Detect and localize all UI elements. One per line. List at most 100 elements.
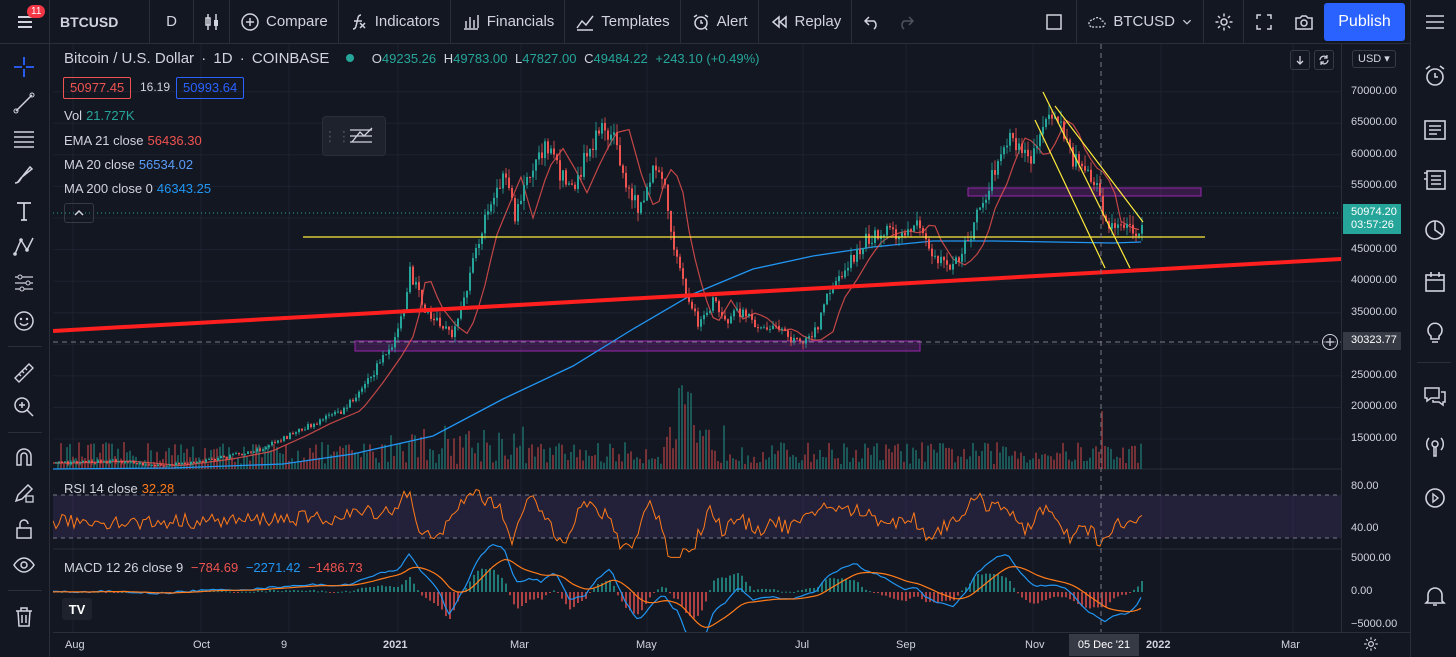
sell-price-box[interactable]: 50977.45: [63, 77, 132, 99]
replay-panel-button[interactable]: [1421, 484, 1449, 512]
magnet-tool[interactable]: [11, 444, 37, 470]
candle-body: [451, 329, 453, 337]
interval-button[interactable]: D: [150, 0, 194, 44]
candle-body: [439, 317, 441, 327]
chart-style-button[interactable]: [194, 0, 230, 44]
trendline-tool[interactable]: [11, 90, 37, 116]
brush-icon: [14, 165, 34, 184]
volume-bar: [855, 449, 857, 469]
candle-body: [397, 328, 399, 338]
volume-bar: [1053, 459, 1055, 469]
volume-bar: [711, 449, 713, 469]
channel-line-lower: [1042, 91, 1131, 269]
candle-body: [952, 263, 954, 270]
candle-body: [433, 318, 435, 321]
volume-bar: [1017, 458, 1019, 469]
remove-drawings-tool[interactable]: [11, 604, 37, 630]
candle-body: [235, 453, 237, 455]
volume-bar: [498, 432, 500, 469]
price-chart[interactable]: [53, 44, 1341, 632]
snapshot-button[interactable]: [1284, 0, 1324, 44]
streams-button[interactable]: [1421, 432, 1449, 460]
fullscreen-chart-toggle[interactable]: [1031, 0, 1078, 44]
candle-body: [256, 448, 258, 452]
notifications-button[interactable]: [1421, 582, 1449, 610]
symbol-search-button[interactable]: BTCUSD: [50, 0, 150, 44]
fib-tool[interactable]: [11, 126, 37, 152]
measure-tool[interactable]: [11, 360, 37, 386]
candle-body: [496, 187, 498, 198]
currency-select[interactable]: USD ▾: [1352, 50, 1396, 68]
indicators-button[interactable]: Indicators: [339, 0, 451, 44]
macd-histogram-bar: [1089, 592, 1091, 609]
undo-icon[interactable]: [862, 12, 882, 32]
drawing-style-icon[interactable]: [347, 122, 375, 150]
layout-button[interactable]: BTCUSD: [1077, 0, 1204, 44]
price-scale[interactable]: USD ▾ 70000.00 65000.00 60000.00 55000.00 50…: [1290, 44, 1410, 632]
reset-scale-button[interactable]: [1314, 50, 1334, 70]
alerts-panel-button[interactable]: [1421, 62, 1449, 90]
alert-button[interactable]: Alert: [681, 0, 759, 44]
macd-histogram-bar: [933, 592, 935, 603]
volume-bar: [990, 451, 992, 469]
watchlist-button[interactable]: [1421, 8, 1449, 36]
hotlists-button[interactable]: [1421, 166, 1449, 194]
pattern-tool[interactable]: [11, 234, 37, 260]
templates-button[interactable]: Templates: [565, 0, 681, 44]
candle-body: [733, 310, 735, 317]
volume-bar: [603, 462, 605, 469]
collapse-legend-button[interactable]: [64, 203, 94, 223]
buy-price-box[interactable]: 50993.64: [176, 77, 245, 99]
main-menu-button[interactable]: 11: [0, 0, 50, 44]
icons-tool[interactable]: [11, 308, 37, 334]
ohlc-low: 47827.00: [522, 51, 577, 66]
candle-body: [445, 326, 447, 329]
macd-histogram-bar: [553, 590, 555, 592]
time-tick-label: 2021: [383, 639, 408, 651]
macd-histogram-bar: [309, 590, 311, 592]
floating-drawing-toolbar[interactable]: ⋮⋮: [322, 116, 386, 156]
macd-histogram-bar: [853, 580, 855, 592]
volume-bar: [63, 463, 65, 469]
candle-body: [676, 249, 678, 257]
time-settings-button[interactable]: [1363, 636, 1381, 654]
candle-body: [436, 317, 438, 321]
calendar-button[interactable]: [1421, 216, 1449, 244]
crosshair-tool[interactable]: [11, 54, 37, 80]
chats-button[interactable]: [1421, 382, 1449, 410]
candle-body: [244, 453, 246, 455]
candle-body: [307, 424, 309, 430]
replay-button[interactable]: Replay: [759, 0, 853, 44]
text-tool[interactable]: [11, 198, 37, 224]
lock-drawings-tool[interactable]: [11, 516, 37, 542]
fullscreen-button[interactable]: [1244, 0, 1284, 44]
volume-bar: [345, 445, 347, 469]
zoom-tool[interactable]: [11, 394, 37, 420]
financials-button[interactable]: Financials: [451, 0, 566, 44]
scroll-down-button[interactable]: [1290, 50, 1310, 70]
candle-body: [514, 198, 516, 222]
macd-histogram-bar: [929, 592, 931, 602]
data-window-button[interactable]: [1421, 116, 1449, 144]
publish-button[interactable]: Publish: [1324, 3, 1405, 41]
add-alert-plus[interactable]: [1322, 334, 1338, 350]
ideas-stream-button[interactable]: [1421, 318, 1449, 346]
macd-histogram-bar: [785, 591, 787, 593]
volume-bar: [651, 458, 653, 469]
forecast-tool[interactable]: [11, 270, 37, 296]
ideas-button[interactable]: [1421, 268, 1449, 296]
stay-in-drawing-tool[interactable]: [11, 480, 37, 506]
drag-handle-icon[interactable]: ⋮⋮: [323, 127, 351, 144]
candle-body: [1042, 126, 1044, 135]
hide-drawings-tool[interactable]: [11, 552, 37, 578]
brush-tool[interactable]: [11, 162, 37, 188]
time-scale[interactable]: Aug Oct 9 2021 Mar May Jul Sep Nov 2022 Mar 05 Dec…: [53, 632, 1410, 657]
volume-bar: [933, 449, 935, 469]
candle-body: [1099, 183, 1101, 196]
redo-icon[interactable]: [896, 12, 916, 32]
candle-body: [442, 326, 444, 329]
candle-body: [739, 308, 741, 317]
settings-button[interactable]: [1204, 0, 1244, 44]
compare-button[interactable]: Compare: [230, 0, 339, 44]
macd-histogram-bar: [1053, 592, 1055, 598]
